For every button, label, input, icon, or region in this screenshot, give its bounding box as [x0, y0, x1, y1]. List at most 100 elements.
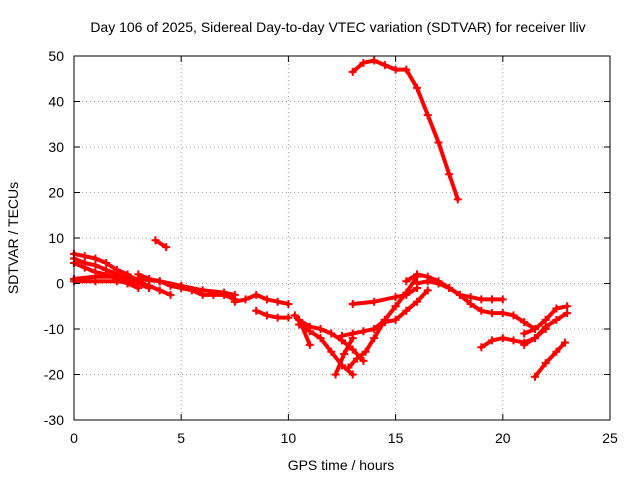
y-tick-label: 50: [48, 48, 64, 64]
data-point: [391, 65, 400, 74]
data-point: [145, 274, 154, 283]
data-point: [353, 354, 362, 363]
data-point: [316, 334, 325, 343]
data-point: [413, 83, 422, 92]
y-tick-labels: -30 -20 -10 0 10 20 30 40 50: [44, 48, 64, 428]
data-point: [348, 370, 357, 379]
data-point: [380, 61, 389, 70]
data-point: [344, 363, 353, 372]
data-point: [402, 277, 411, 286]
data-point: [530, 372, 539, 381]
x-tick-label: 20: [495, 430, 511, 446]
data-point: [230, 297, 239, 306]
data-point: [80, 263, 89, 272]
data-point: [552, 347, 561, 356]
data-point: [145, 281, 154, 290]
data-point: [340, 350, 349, 359]
series-line: [153, 238, 169, 250]
data-point: [380, 318, 389, 327]
data-point: [391, 302, 400, 311]
series-arc-24: [348, 56, 462, 204]
data-point: [402, 65, 411, 74]
data-point: [530, 334, 539, 343]
series-arc-23: [530, 338, 569, 381]
data-point: [166, 281, 175, 290]
data-point: [241, 295, 250, 304]
data-point: [541, 315, 550, 324]
series-line: [297, 322, 355, 377]
data-point: [359, 58, 368, 67]
data-point: [413, 297, 422, 306]
data-point: [162, 243, 171, 252]
y-tick-label: 10: [48, 230, 64, 246]
data-point: [91, 277, 100, 286]
x-tick-labels: 0 5 10 15 20 25: [70, 430, 618, 446]
series-arc-22: [520, 309, 572, 349]
data-point: [295, 315, 304, 324]
data-point: [91, 254, 100, 263]
data-point: [220, 290, 229, 299]
series-arc-06: [151, 236, 171, 252]
y-tick-label: 0: [56, 276, 64, 292]
data-point: [413, 270, 422, 279]
data-point: [348, 67, 357, 76]
data-point: [327, 347, 336, 356]
data-point: [198, 290, 207, 299]
series-arc-21: [520, 302, 572, 338]
data-point: [560, 338, 569, 347]
x-tick-label: 0: [70, 430, 78, 446]
series-arc-08: [230, 290, 293, 308]
data-point: [262, 295, 271, 304]
data-point: [520, 340, 529, 349]
data-point: [359, 327, 368, 336]
grid: [74, 56, 610, 420]
data-point: [91, 261, 100, 270]
data-point: [552, 304, 561, 313]
y-tick-label: -10: [44, 321, 64, 337]
series-arc-05: [70, 277, 154, 290]
data-point: [155, 277, 164, 286]
y-tick-label: 40: [48, 94, 64, 110]
series-line: [136, 272, 237, 302]
series-arc-13: [331, 334, 357, 379]
y-tick-label: -20: [44, 367, 64, 383]
data-point: [498, 334, 507, 343]
data-point: [466, 293, 475, 302]
data-point: [262, 311, 271, 320]
data-point: [453, 195, 462, 204]
data-point: [290, 311, 299, 320]
data-point: [209, 290, 218, 299]
series-arc-17: [380, 286, 432, 327]
data-point: [177, 284, 186, 293]
x-axis-label: GPS time / hours: [288, 457, 395, 473]
data-point: [455, 290, 464, 299]
data-point: [488, 309, 497, 318]
data-point: [327, 329, 336, 338]
data-point: [134, 279, 143, 288]
data-point: [477, 295, 486, 304]
data-point: [423, 111, 432, 120]
data-point: [361, 347, 370, 356]
data-point: [498, 295, 507, 304]
data-point: [348, 329, 357, 338]
x-tick-label: 25: [602, 430, 618, 446]
data-point: [498, 309, 507, 318]
series-arc-09: [252, 306, 293, 322]
series-arc-07: [134, 270, 239, 304]
data-point: [151, 236, 160, 245]
data-point: [273, 297, 282, 306]
data-point: [391, 315, 400, 324]
data-point: [434, 138, 443, 147]
data-point: [530, 325, 539, 333]
series-line: [72, 251, 173, 297]
data-point: [112, 277, 121, 286]
data-point: [434, 279, 443, 288]
data-point: [80, 252, 89, 261]
data-point: [477, 343, 486, 352]
y-tick-label: 30: [48, 139, 64, 155]
data-point: [563, 302, 572, 311]
data-point: [134, 270, 143, 279]
data-point: [391, 293, 400, 302]
